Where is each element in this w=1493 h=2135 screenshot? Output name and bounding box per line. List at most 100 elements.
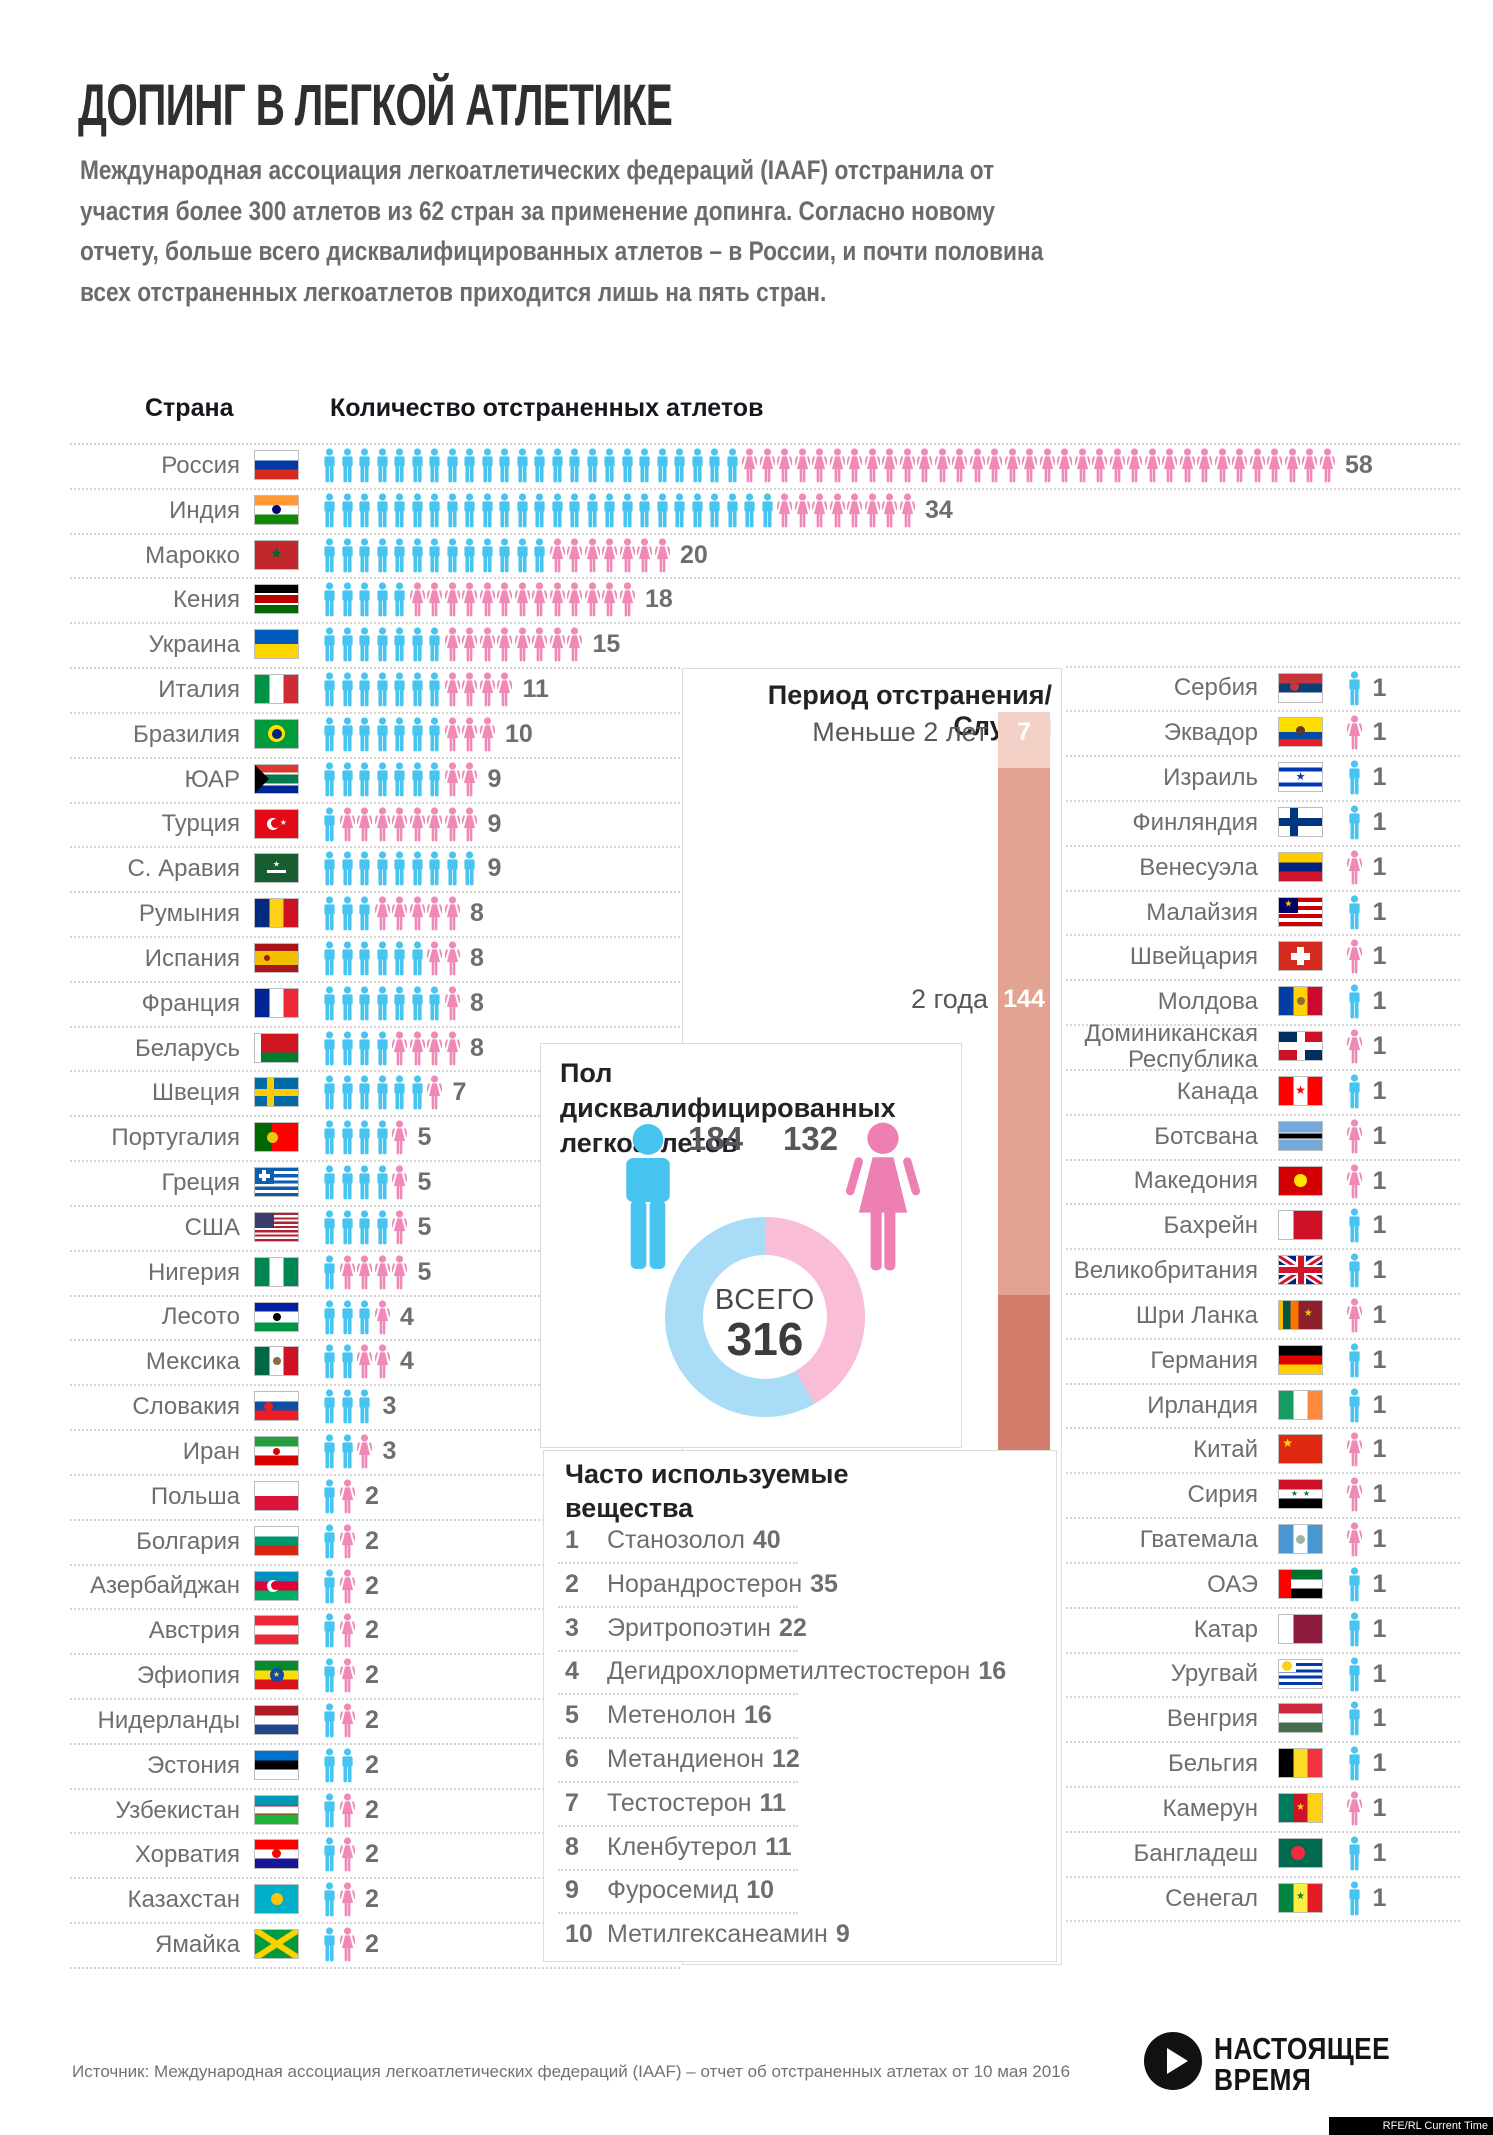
flag-emblem <box>1279 1267 1322 1274</box>
country-row: Италия 11 <box>0 667 1493 712</box>
dotted-separator <box>70 801 680 804</box>
flag-at <box>254 1615 299 1646</box>
country-label: Молдова <box>1157 988 1258 1016</box>
male-pictogram-icon <box>410 447 425 484</box>
country-label: Сенегал <box>1165 1884 1258 1912</box>
female-pictogram-icon <box>952 447 967 484</box>
flag-ch <box>1278 941 1323 972</box>
male-pictogram-icon <box>497 537 512 574</box>
athlete-count: 1 <box>1372 1435 1387 1464</box>
flag-emblem <box>1291 1845 1306 1860</box>
athlete-pictograms: 1 <box>1347 804 1386 841</box>
dotted-separator <box>70 1160 680 1163</box>
country-label: ЮАР <box>184 765 240 793</box>
athlete-count: 5 <box>417 1123 432 1152</box>
dotted-separator <box>70 756 680 759</box>
flag-bw <box>1278 1120 1323 1151</box>
female-pictogram-icon <box>515 581 530 618</box>
athlete-count: 1 <box>1372 718 1387 747</box>
female-pictogram-icon <box>1347 938 1362 975</box>
flag-emblem <box>1296 997 1305 1006</box>
flag-az <box>254 1570 299 1601</box>
flag-de <box>1278 1344 1323 1375</box>
country-row: Эквадор 1 <box>0 710 1493 755</box>
country-row: Турция ★ 9 <box>0 802 1493 847</box>
flag-emblem <box>1294 1174 1307 1188</box>
male-pictogram-icon <box>532 447 547 484</box>
female-pictogram-icon <box>935 447 950 484</box>
dotted-separator <box>558 1824 798 1827</box>
athlete-pictograms: 1 <box>1347 1207 1386 1244</box>
country-row: Сирия ★ ★ 1 <box>0 1472 1493 1517</box>
male-pictogram-icon <box>357 581 372 618</box>
substance-rank: 4 <box>565 1657 579 1686</box>
substance-name: Эритропоэтин <box>607 1613 771 1642</box>
male-pictogram-icon <box>602 492 617 529</box>
male-pictogram-icon <box>340 537 355 574</box>
flag-emblem <box>270 1893 283 1906</box>
dotted-separator <box>70 667 680 670</box>
country-label: США <box>184 1213 240 1241</box>
athlete-count: 5 <box>417 1212 432 1241</box>
country-row: Казахстан 2 <box>0 1877 1493 1922</box>
female-pictogram-icon <box>742 447 757 484</box>
logo-line1: НАСТОЯЩЕЕ <box>1214 2031 1391 2066</box>
athlete-pictograms: 2 <box>322 1702 379 1739</box>
male-pictogram-icon <box>1347 1073 1362 1110</box>
female-pictogram-icon <box>882 447 897 484</box>
athlete-pictograms: 1 <box>1347 1252 1386 1289</box>
country-row: Болгария 2 <box>0 1519 1493 1564</box>
country-label: Эстония <box>147 1751 240 1779</box>
dotted-separator <box>70 1832 680 1835</box>
flag-gr <box>254 1167 299 1198</box>
flag-ke <box>254 584 299 615</box>
dotted-separator <box>70 1697 680 1700</box>
channel-badge: RFE/RL Current Time <box>1329 2117 1493 2135</box>
intro-paragraph: Международная ассоциация легкоатлетическ… <box>80 155 1044 307</box>
flag-emblem <box>255 1033 261 1062</box>
current-time-logo-icon <box>1144 2032 1202 2090</box>
substance-rank: 9 <box>565 1876 579 1905</box>
athlete-count: 1 <box>1372 1838 1387 1867</box>
athlete-pictograms: 1 <box>1347 1700 1386 1737</box>
male-pictogram-icon <box>375 626 390 663</box>
dotted-separator <box>1066 1427 1460 1430</box>
country-label: Бельгия <box>1168 1750 1258 1778</box>
country-row: Польша 2 <box>0 1474 1493 1519</box>
country-row: Швейцария 1 <box>0 934 1493 979</box>
country-row: Уругвай 1 <box>0 1652 1493 1697</box>
flag-my: ★ <box>1278 896 1323 927</box>
dotted-separator <box>70 1249 680 1252</box>
athlete-pictograms: 5 <box>322 1254 431 1291</box>
flag-emblem: ★ <box>272 859 281 869</box>
country-label: Камерун <box>1162 1794 1258 1822</box>
athlete-count: 4 <box>400 1347 414 1376</box>
athlete-pictograms: 8 <box>322 985 484 1022</box>
athlete-count: 2 <box>365 1885 379 1914</box>
female-pictogram-icon <box>1215 447 1230 484</box>
flag-emblem <box>264 955 271 962</box>
suspension-case-count: 144 <box>1003 985 1045 1013</box>
female-pictogram-icon <box>550 626 565 663</box>
male-pictogram-icon <box>427 626 442 663</box>
dotted-separator <box>70 1473 680 1476</box>
country-label: Украина <box>148 631 240 659</box>
substance-rank: 10 <box>565 1920 593 1949</box>
athlete-count: 2 <box>365 1571 379 1600</box>
country-row: Израиль ★ 1 <box>0 755 1493 800</box>
country-row: Лесото 4 <box>0 1295 1493 1340</box>
athlete-count: 7 <box>452 1078 467 1107</box>
athlete-pictograms: 2 <box>322 1836 379 1873</box>
dotted-separator <box>70 1742 680 1745</box>
dotted-separator <box>70 1563 680 1566</box>
dotted-separator <box>1066 1696 1460 1699</box>
female-pictogram-icon <box>445 626 460 663</box>
country-row: Австрия 2 <box>0 1608 1493 1653</box>
country-label: Словакия <box>132 1393 240 1421</box>
country-row: Молдова 1 <box>0 979 1493 1024</box>
flag-pl <box>254 1480 299 1511</box>
country-row: Венгрия 1 <box>0 1696 1493 1741</box>
suspension-bar-segment <box>998 768 1050 1295</box>
country-row: Сербия 1 <box>0 666 1493 711</box>
female-pictogram-icon <box>795 447 810 484</box>
